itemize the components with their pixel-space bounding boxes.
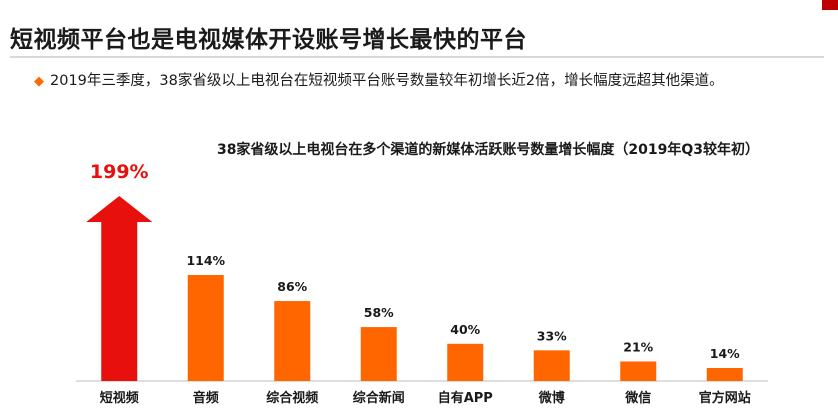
corner-accent-tab	[822, 0, 838, 10]
category-label-7: 微信	[624, 390, 651, 406]
bar-2	[187, 275, 224, 381]
data-label-7: 21%	[623, 339, 653, 354]
category-label-8: 官方网站	[699, 390, 751, 406]
bar-arrow-1	[86, 196, 153, 381]
diamond-bullet-icon: ◆	[34, 74, 44, 89]
category-label-4: 综合新闻	[353, 390, 405, 406]
data-label-2: 114%	[186, 253, 225, 268]
chart-title: 38家省级以上电视台在多个渠道的新媒体活跃账号数量增长幅度（2019年Q3较年初…	[217, 141, 759, 158]
category-label-6: 微博	[538, 390, 565, 406]
category-label-3: 综合视频	[266, 390, 318, 406]
category-label-1: 短视频	[100, 390, 139, 406]
bar-5	[447, 343, 484, 381]
slide-title: 短视频平台也是电视媒体开设账号增长最快的平台	[10, 27, 527, 53]
bullet-point: ◆ 2019年三季度，38家省级以上电视台在短视频平台账号数量较年初增长近2倍，增…	[34, 69, 724, 90]
bar-3	[274, 301, 311, 381]
data-label-8: 14%	[710, 346, 740, 361]
category-label-5: 自有APP	[438, 390, 493, 406]
bar-8	[706, 367, 743, 381]
data-label-4: 58%	[364, 305, 394, 320]
bullet-text: 2019年三季度，38家省级以上电视台在短视频平台账号数量较年初增长近2倍，增长…	[50, 73, 724, 89]
data-label-1: 199%	[90, 161, 149, 183]
bar-4	[360, 327, 397, 381]
bar-6	[533, 350, 570, 381]
title-divider	[10, 56, 824, 58]
data-label-6: 33%	[537, 328, 567, 343]
data-label-3: 86%	[277, 279, 307, 294]
bar-7	[620, 361, 657, 381]
category-label-2: 音频	[193, 390, 219, 406]
data-label-5: 40%	[450, 322, 480, 337]
